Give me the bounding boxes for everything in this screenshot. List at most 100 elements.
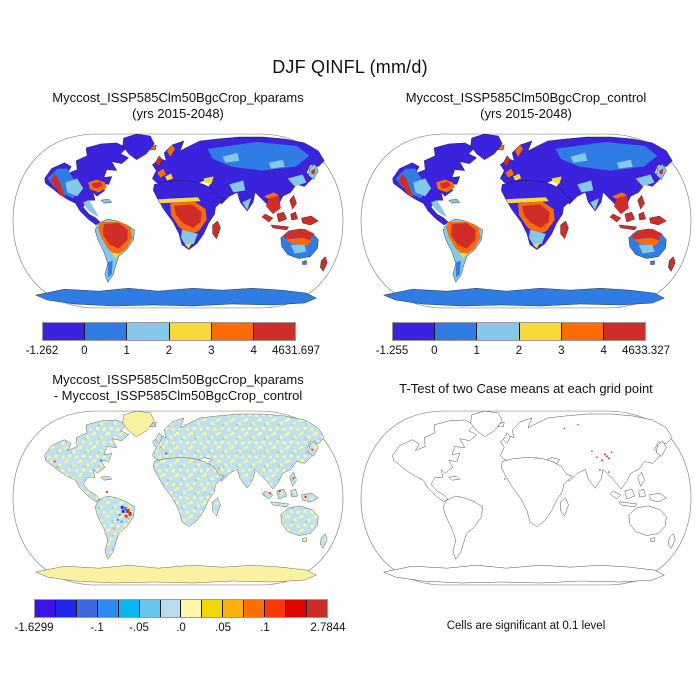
philippines [289, 471, 297, 487]
caribbean-islands [448, 476, 461, 481]
colorbar-segment [35, 600, 56, 617]
colorbar-segment [603, 323, 646, 340]
colorbar-tick-label: 1 [473, 345, 480, 357]
africa [501, 457, 573, 527]
tasmania [302, 537, 307, 542]
map-difference [12, 410, 344, 586]
madagascar [560, 220, 569, 240]
tasmania [302, 260, 307, 265]
new-zealand [320, 256, 328, 272]
north-america [44, 142, 129, 226]
japan [308, 440, 319, 457]
antarctica [383, 288, 665, 307]
panel-title-top-left: Myccost_ISSP585Clm50BgcCrop_kparams (yrs… [10, 90, 346, 121]
colorbar-segment [477, 323, 520, 340]
japan [656, 440, 667, 457]
iceland [150, 421, 157, 428]
philippines [289, 194, 297, 210]
panel-title-line1: T-Test of two Case means at each grid po… [399, 381, 653, 396]
iceland [498, 144, 505, 151]
colorbar-tick-label: 2 [515, 345, 523, 357]
colorbar-tick-label: -1.6299 [14, 622, 54, 634]
madagascar [212, 220, 221, 240]
australia [280, 505, 319, 536]
brazil-difference-cluster [116, 505, 132, 523]
philippines [637, 471, 645, 487]
colorbar-tick-label: 4631.697 [272, 345, 320, 357]
colorbar-tick-label: 3 [208, 345, 215, 357]
figure-title: DJF QINFL (mm/d) [272, 57, 428, 77]
colorbar-tick-label: 3 [558, 345, 565, 357]
map-ttest [360, 410, 692, 586]
eurasia [152, 413, 325, 490]
colorbar-segment [286, 600, 307, 617]
greenland [470, 410, 503, 437]
british-isles [155, 432, 163, 444]
colorbar-segment [223, 600, 245, 617]
panel-title-line1: Myccost_ISSP585Clm50BgcCrop_control [405, 90, 647, 105]
panel-title-line1: Myccost_ISSP585Clm50BgcCrop_kparams [52, 90, 304, 105]
colorbar-segment [306, 600, 327, 617]
sumatra [609, 490, 622, 500]
java [270, 501, 289, 508]
java [618, 224, 638, 231]
colorbar-segment [43, 323, 86, 340]
java [618, 501, 638, 508]
sumatra [609, 213, 622, 223]
colorbar-tick-label: 1 [123, 345, 130, 357]
colorbar-segment [435, 323, 478, 340]
colorbar-tick-label: 2 [165, 345, 173, 357]
sulawesi [638, 211, 646, 221]
colorbar-segment [127, 323, 170, 340]
panel-title-bottom-right: T-Test of two Case means at each grid po… [358, 381, 694, 397]
colorbar-tick-label: -1.255 [375, 345, 409, 357]
continents [382, 410, 676, 584]
colorbar-segment [169, 323, 212, 340]
philippines [637, 194, 645, 210]
borneo [624, 488, 636, 500]
colorbar-segment [519, 323, 562, 340]
colorbar-tick-label: .1 [260, 622, 270, 634]
sulawesi [290, 488, 298, 498]
panel-title-line1: Myccost_ISSP585Clm50BgcCrop_kparams [52, 372, 304, 387]
colorbar-tick-label: 0 [431, 345, 438, 357]
colorbar-segment [393, 323, 436, 340]
map-panel-bottom-right [358, 404, 694, 592]
colorbar-segment [55, 600, 77, 617]
significance-caption: Cells are significant at 0.1 level [446, 620, 606, 632]
colorbar-tick-label: 4 [250, 345, 257, 357]
map-panel-top-left [10, 127, 346, 315]
colorbar-segment [139, 600, 161, 617]
map-panel-bottom-left [10, 404, 346, 592]
map-control [360, 133, 692, 309]
map-panel-top-right [358, 127, 694, 315]
colorbar-tick-label: -.1 [90, 622, 104, 634]
north-america [44, 419, 129, 503]
antarctica [382, 564, 665, 584]
colorbar-tick-label: 4633.327 [622, 345, 670, 357]
new-guinea [649, 215, 667, 226]
colorbar-top-right [392, 322, 646, 341]
new-zealand [668, 533, 676, 549]
africa [153, 457, 225, 527]
colorbar-segment [202, 600, 224, 617]
colorbar-segment [265, 600, 287, 617]
colorbar-labels-top-right: -1.255 0 1 2 3 4 4633.327 [376, 345, 670, 359]
panel-title-top-right: Myccost_ISSP585Clm50BgcCrop_control (yrs… [358, 90, 694, 121]
iceland [150, 144, 157, 151]
antarctica [35, 288, 317, 307]
colorbar-tick-label: -.05 [129, 622, 149, 634]
sulawesi [638, 488, 646, 498]
colorbar-segment [76, 600, 98, 617]
colorbar-segment [97, 600, 119, 617]
colorbar-tick-label: 0 [81, 345, 88, 357]
eurasia [500, 413, 673, 490]
colorbar-labels-top-left: -1.262 0 1 2 3 4 4631.697 [26, 345, 320, 359]
iceland [498, 421, 505, 428]
greenland [122, 410, 155, 437]
value-patches [395, 141, 664, 278]
panel-title-line2: (yrs 2015-2048) [480, 105, 572, 121]
colorbar-bottom-left [34, 599, 328, 618]
borneo [624, 211, 635, 223]
tasmania [650, 260, 655, 265]
